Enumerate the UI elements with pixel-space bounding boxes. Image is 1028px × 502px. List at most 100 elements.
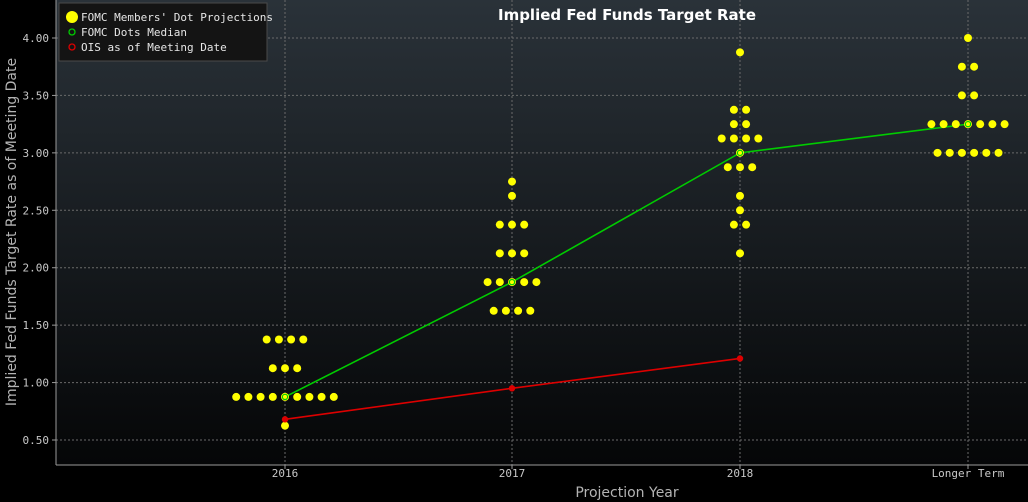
dot-projection [329,392,338,401]
y-axis-title: Implied Fed Funds Target Rate as of Meet… [4,58,20,406]
series-point-median [736,149,744,157]
dot-projection [495,278,504,287]
dot-projection [988,120,997,129]
dot-projection [274,335,283,344]
dot-projection [489,306,498,315]
dot-projection [933,148,942,157]
x-tick-label: 2017 [499,467,526,480]
dot-projection [501,306,510,315]
legend-label-ois: OIS as of Meeting Date [81,41,227,54]
dot-projection [305,392,314,401]
dot-projection [742,120,751,129]
dot-projection [287,335,296,344]
dot-projection [970,91,979,100]
dot-projection [532,278,541,287]
dot-projection [508,177,516,186]
dot-projection [748,163,757,172]
dot-projection [945,148,954,157]
y-tick-label: 2.50 [23,204,50,217]
y-tick-label: 3.00 [23,147,50,160]
dot-projection [508,220,516,229]
x-tick-label: 2018 [727,467,754,480]
dot-projection [293,364,302,373]
dot-projection [508,249,516,258]
plot-background [56,0,1028,465]
dot-projection [951,120,960,129]
y-tick-label: 4.00 [23,32,50,45]
x-tick-label: Longer Term [932,467,1005,480]
dot-projection [526,306,535,315]
dot-projection [317,392,326,401]
series-line-median [284,123,969,398]
dot-projection [293,392,302,401]
dot-projection [964,34,972,42]
series-point-median [964,120,972,128]
dot-projection [957,148,966,157]
dot-projection [729,120,738,129]
dot-projection [742,220,751,229]
dot-projection [957,91,966,100]
dot-projection [268,364,277,373]
dot-projection [256,392,265,401]
y-tick-label: 1.50 [23,319,50,332]
dot-projection [508,191,516,200]
dot-projection [281,421,289,430]
series-point-ois [508,385,516,392]
legend: FOMC Members' Dot Projections FOMC Dots … [58,2,273,62]
dot-projection [736,206,744,215]
series-point-median [508,278,516,286]
dot-projection [244,392,253,401]
legend-marker-ois [68,43,76,51]
series-point-ois [736,355,744,362]
y-tick-label: 3.50 [23,89,50,102]
dot-projections [232,34,1009,430]
dot-projection [736,48,744,57]
legend-box [58,2,268,62]
axes [55,0,1028,466]
series-point-median [281,393,289,401]
x-axis-title: Projection Year [575,485,679,501]
legend-label-dots: FOMC Members' Dot Projections [81,11,273,24]
grid-lines [56,0,1028,465]
dot-projection [957,62,966,71]
dot-projection [281,364,289,373]
dot-projection [262,335,271,344]
chart-title: Implied Fed Funds Target Rate [498,6,756,24]
dot-projection [729,220,738,229]
dot-projection [268,392,277,401]
dot-projection [299,335,308,344]
dot-projection [742,105,751,114]
y-tick-label: 2.00 [23,262,50,275]
x-tick-label: 2016 [272,467,299,480]
y-tick-labels: 0.50 1.00 1.50 2.00 2.50 3.00 3.50 4.00 [23,32,56,447]
dot-projection [927,120,936,129]
dot-projection [520,249,529,258]
dot-projection [717,134,726,143]
dot-projection [514,306,523,315]
dot-projection [729,134,738,143]
legend-marker-dots [66,11,78,23]
series-point-ois [281,416,289,423]
dot-projection [754,134,763,143]
dot-projection [1000,120,1009,129]
y-tick-label: 0.50 [23,434,50,447]
dot-projection [970,62,979,71]
dot-projection [520,220,529,229]
dot-projection [742,134,751,143]
dot-projection [483,278,492,287]
y-tick-label: 1.00 [23,377,50,390]
legend-label-median: FOMC Dots Median [81,26,187,39]
dot-projection [495,220,504,229]
dot-projection [736,191,744,200]
dot-projection [232,392,241,401]
dot-projection [994,148,1003,157]
dot-projection [723,163,732,172]
dot-projection [520,278,529,287]
dot-projection [976,120,985,129]
dot-projection [495,249,504,258]
dot-projection [736,249,744,258]
dot-projection [970,148,979,157]
dot-projection [982,148,991,157]
dot-projection [939,120,948,129]
dot-projection [736,163,744,172]
